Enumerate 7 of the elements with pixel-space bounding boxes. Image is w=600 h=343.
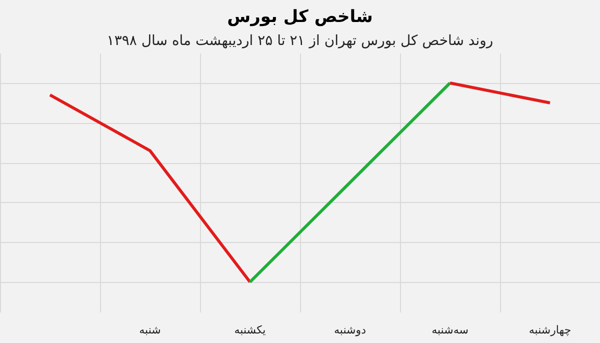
x-tick-label: شنبه [139,324,161,336]
chart-title: شاخص کل بورس [227,7,373,27]
x-tick-label: یکشنبه [234,324,266,336]
x-tick-label: چهارشنبه [528,324,572,336]
x-tick-label: سه‌شنبه [432,324,468,336]
chart-subtitle: روند شاخص کل بورس تهران از ۲۱ تا ۲۵ اردیبهشت ماه سال ۱۳۹۸ [106,33,494,49]
x-tick-label: دوشنبه [334,324,366,336]
